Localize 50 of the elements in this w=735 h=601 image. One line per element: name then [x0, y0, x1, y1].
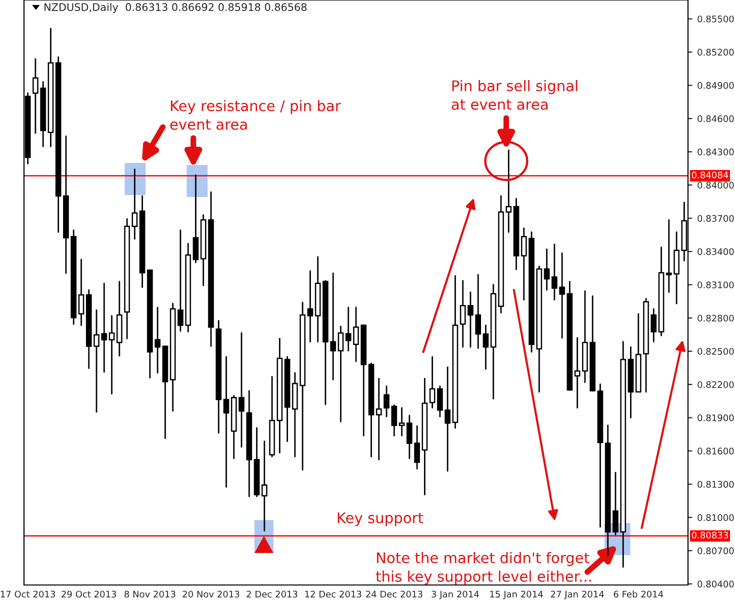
annotation: Key resistance / pin bar event area	[170, 100, 341, 130]
y-tick-label: 0.82200	[698, 381, 734, 388]
y-tick-label: 0.85200	[698, 48, 734, 56]
y-tick-label: 0.84300	[698, 148, 734, 156]
candlestick	[398, 407, 405, 436]
x-tick-label: 8 Nov 2013	[124, 590, 176, 598]
y-tick-label: 0.81900	[698, 414, 734, 422]
candlestick	[262, 440, 268, 532]
candlestick	[78, 258, 84, 326]
x-tick-label: 6 Feb 2014	[614, 590, 664, 598]
annotation: Key support	[338, 512, 424, 526]
annotation: Pin bar sell signal at event area	[452, 80, 578, 110]
x-tick-label: 24 Dec 2013	[366, 590, 422, 598]
y-tick-label: 0.84600	[698, 115, 734, 122]
y-tick-label: 0.80400	[698, 580, 734, 588]
y-tick-label: 0.83100	[698, 281, 734, 288]
candlestick	[429, 356, 436, 409]
x-tick-label: 20 Nov 2013	[182, 590, 240, 598]
x-tick-label: 2 Dec 2013	[246, 590, 298, 598]
ref-line-label: 0.84084	[692, 172, 728, 178]
candlestick	[574, 337, 580, 409]
candlestick	[307, 270, 314, 342]
candlestick	[544, 248, 550, 291]
candlestick	[482, 324, 489, 370]
x-tick-label: 3 Jan 2014	[432, 590, 479, 600]
candlestick	[132, 168, 138, 240]
y-tick-label: 0.81300	[698, 480, 734, 488]
x-tick-label: 29 Oct 2013	[62, 590, 116, 598]
y-tick-label: 0.83400	[698, 248, 734, 256]
y-tick-label: 0.81000	[698, 514, 734, 521]
annotation: Note the market didn't forget this key support level either...	[376, 552, 591, 585]
y-tick-label: 0.83700	[698, 214, 734, 222]
chart-title: NZDUSD,Daily 0.86313 0.86692 0.85918 0.86568	[44, 2, 307, 14]
x-tick-label: 15 Jan 2014	[490, 590, 543, 600]
x-tick-label: 17 Oct 2013	[0, 590, 55, 598]
x-tick-label: 27 Jan 2014	[550, 590, 604, 600]
y-tick-label: 0.82500	[698, 348, 734, 355]
y-tick-label: 0.82800	[698, 314, 734, 322]
y-tick-label: 0.84900	[698, 82, 734, 89]
candlestick	[338, 326, 344, 422]
candlestick	[192, 174, 199, 264]
y-tick-label: 0.81600	[698, 448, 734, 454]
candlestick	[108, 315, 115, 394]
y-tick-label: 0.80700	[698, 547, 734, 554]
y-tick-label: 0.85500	[698, 16, 734, 22]
y-tick-label: 0.84000	[698, 182, 734, 189]
ref-line-label: 0.80833	[692, 532, 728, 539]
x-tick-label: 12 Dec 2013	[305, 590, 362, 598]
candlestick	[376, 378, 382, 460]
candlestick	[223, 356, 230, 488]
